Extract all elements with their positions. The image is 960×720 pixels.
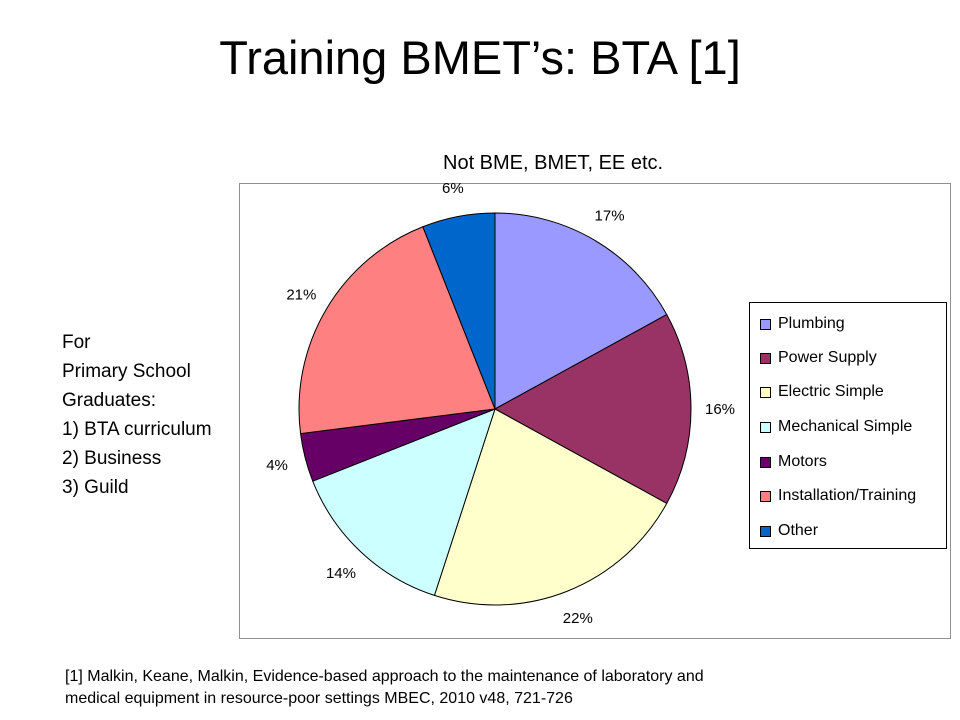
footnote-line: medical equipment in resource-poor setti…: [65, 690, 573, 707]
legend-label: Electric Simple: [778, 383, 884, 400]
side-note-line: 3) Guild: [62, 477, 129, 498]
citation-footnote: [1] Malkin, Keane, Malkin, Evidence-base…: [65, 666, 935, 710]
legend-swatch: [760, 526, 771, 537]
chart-legend: Plumbing Power Supply Electric Simple Me…: [749, 302, 947, 549]
legend-label: Installation/Training: [778, 487, 917, 504]
data-label: 16%: [705, 401, 735, 418]
legend-label: Motors: [778, 453, 827, 470]
pie-slice-electric-simple: [433, 408, 668, 606]
side-note-line: 1) BTA curriculum: [62, 419, 212, 440]
legend-swatch: [760, 422, 771, 433]
data-label: 22%: [563, 610, 593, 627]
side-note-line: 2) Business: [62, 448, 162, 469]
legend-label: Plumbing: [778, 315, 845, 332]
legend-swatch: [760, 319, 771, 330]
legend-swatch: [760, 387, 771, 398]
legend-swatch: [760, 353, 771, 364]
side-note-line: Primary School: [62, 361, 191, 382]
legend-swatch: [760, 491, 771, 502]
data-label: 4%: [266, 457, 288, 474]
legend-label: Other: [778, 522, 819, 539]
side-note-line: For: [62, 332, 91, 353]
side-note: For Primary School Graduates: 1) BTA cur…: [62, 328, 212, 502]
data-label: 17%: [595, 207, 625, 224]
chart-title: Not BME, BMET, EE etc.: [443, 152, 664, 174]
plot-area-frame: [239, 183, 951, 639]
data-label: 6%: [442, 180, 464, 197]
pie-slice-mechanical-simple: [312, 408, 496, 597]
slide-title: Training BMET’s: BTA [1]: [219, 31, 741, 84]
side-note-line: Graduates:: [62, 390, 156, 411]
data-label: 21%: [286, 286, 316, 303]
pie-slice-power-supply: [493, 313, 692, 505]
legend-label: Power Supply: [778, 349, 877, 366]
footnote-line: [1] Malkin, Keane, Malkin, Evidence-base…: [65, 668, 704, 685]
legend-swatch: [760, 457, 771, 468]
pie-slice-plumbing: [494, 212, 668, 410]
pie-slice-other: [422, 212, 496, 410]
legend-label: Mechanical Simple: [778, 418, 913, 435]
data-label: 14%: [326, 565, 356, 582]
pie-slice-installation-training: [298, 226, 496, 435]
